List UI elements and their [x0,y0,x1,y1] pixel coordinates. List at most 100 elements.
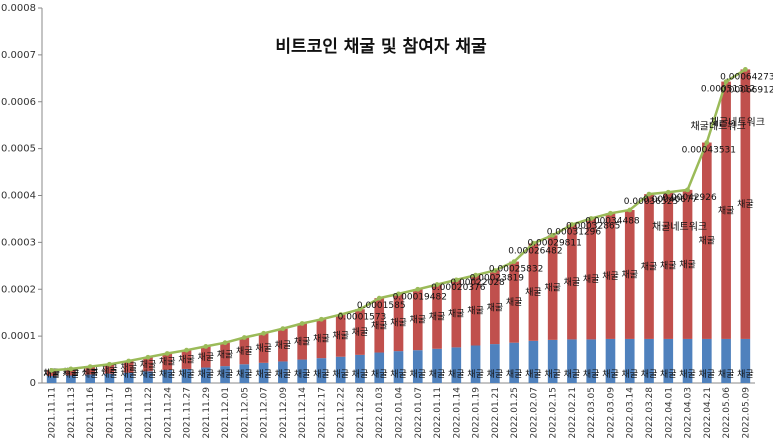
bar-red [181,350,192,369]
x-tick-label: 2022.01.25 [510,387,520,439]
line-point [241,335,247,340]
bar-red [335,314,346,357]
bar-text-label: 채굴 [371,369,388,380]
line-point [87,364,93,369]
data-label: 0.00043531 [682,146,736,156]
line-point [685,187,690,193]
x-tick-label: 2022.01.19 [472,387,482,439]
x-tick-label: 2022.05.09 [741,387,751,439]
y-tick-label: 0.0003 [1,237,36,248]
line-point [704,140,710,145]
x-tick-label: 2021.11.13 [67,387,77,439]
bar-text-label: 채굴 [467,369,484,380]
bar-red [567,224,577,340]
bar-blue [181,368,192,383]
bar-red [278,328,288,362]
line-point [511,259,517,264]
bar-text-label: 채굴 [313,369,330,380]
y-tick-label: 0 [30,378,36,389]
bar-text-label: 채굴 [120,362,137,373]
bar-blue [85,374,95,383]
data-labels: 0.00015730.00015850.000194820.000203760.… [338,72,773,322]
line-point [492,268,498,273]
y-tick-label: 0.0004 [1,191,36,202]
bar-red [66,368,76,376]
bar-text-label: 채굴 [621,269,638,280]
bar-red [528,243,539,341]
x-tick-label: 2021.11.24 [163,387,173,439]
bar-red [297,323,307,360]
bar-blue [374,352,385,383]
bar-blue [432,348,442,383]
line-point [184,347,189,353]
bar-text-label: 채굴 [294,369,311,380]
line-point [627,207,633,213]
bar-text-label: 채굴 [699,369,716,380]
line-point [550,232,556,238]
x-tick-label: 2022.03.28 [645,387,655,439]
bar-red [162,353,173,370]
bar-text-label: 채굴 [679,259,696,270]
bar-text-label: 채굴 [371,320,388,331]
bar-red [258,333,269,363]
x-tick-label: 2021.12.05 [240,387,250,439]
bar-blue [644,338,654,383]
bar-text-label: 채굴 [43,369,60,380]
x-tick-label: 2021.12.09 [279,387,289,439]
bar-red [355,309,365,355]
data-label: 0.00025832 [489,265,543,275]
bar-text-label: 채굴 [332,331,349,342]
bar-red [143,357,153,372]
bar-red [85,366,95,375]
line-point [415,286,421,292]
bar-text-label: 채굴 [120,369,137,380]
bar-blue [547,339,558,383]
bar-text-label: 채굴 [63,367,80,378]
x-tick-label: 2022.03.14 [626,387,636,439]
data-label: 0.00042926 [662,193,717,203]
bar-text-label: 채굴 [621,369,638,380]
bar-text-label: 채굴 [679,369,696,380]
data-label: 0.00031296 [547,228,602,238]
bar-red [104,364,115,374]
line-point [126,358,132,364]
data-label: 0.0001585 [357,301,406,311]
bar-text-label: 채굴 [544,283,561,294]
data-label: 0.00020376 [431,283,486,293]
line-point [357,306,363,312]
bar-text-label: 채굴 [641,262,658,273]
y-tick-label: 0.0001 [1,331,36,342]
bar-red [393,293,404,352]
bar-red [46,370,57,376]
bar-red [220,342,230,367]
x-tick-label: 2021.11.16 [86,387,96,439]
bar-red [605,213,616,339]
bar-text-label: 채굴 [332,369,349,380]
data-label: 0.00064273 [720,72,773,82]
bar-blue [663,338,674,383]
bar-red [412,289,423,351]
line-point [588,216,594,221]
data-label: 0.00019482 [393,292,447,302]
bar-red [451,279,462,348]
data-label: 0.00036525 [624,197,678,207]
bar-red [663,192,674,339]
bar-text-label: 채굴 [275,369,292,380]
annotation-label: 채굴네트워크 [652,220,707,233]
line-point [665,189,671,195]
bar-blue [355,354,365,383]
bar-blue [123,372,134,383]
bar-text-label: 채굴 [544,369,561,380]
line-point [299,321,305,326]
bar-red [721,81,731,339]
x-tick-label: 2022.03.05 [587,387,597,439]
line-point [280,326,286,332]
bar-text-label: 채굴 [255,343,272,354]
bar-blue [335,356,346,383]
x-tick-label: 2021.12.14 [298,387,308,439]
bar-blue [721,338,731,383]
bar-text-label: 채굴 [448,309,465,320]
line-point [222,340,228,346]
bar-blue [624,338,635,383]
